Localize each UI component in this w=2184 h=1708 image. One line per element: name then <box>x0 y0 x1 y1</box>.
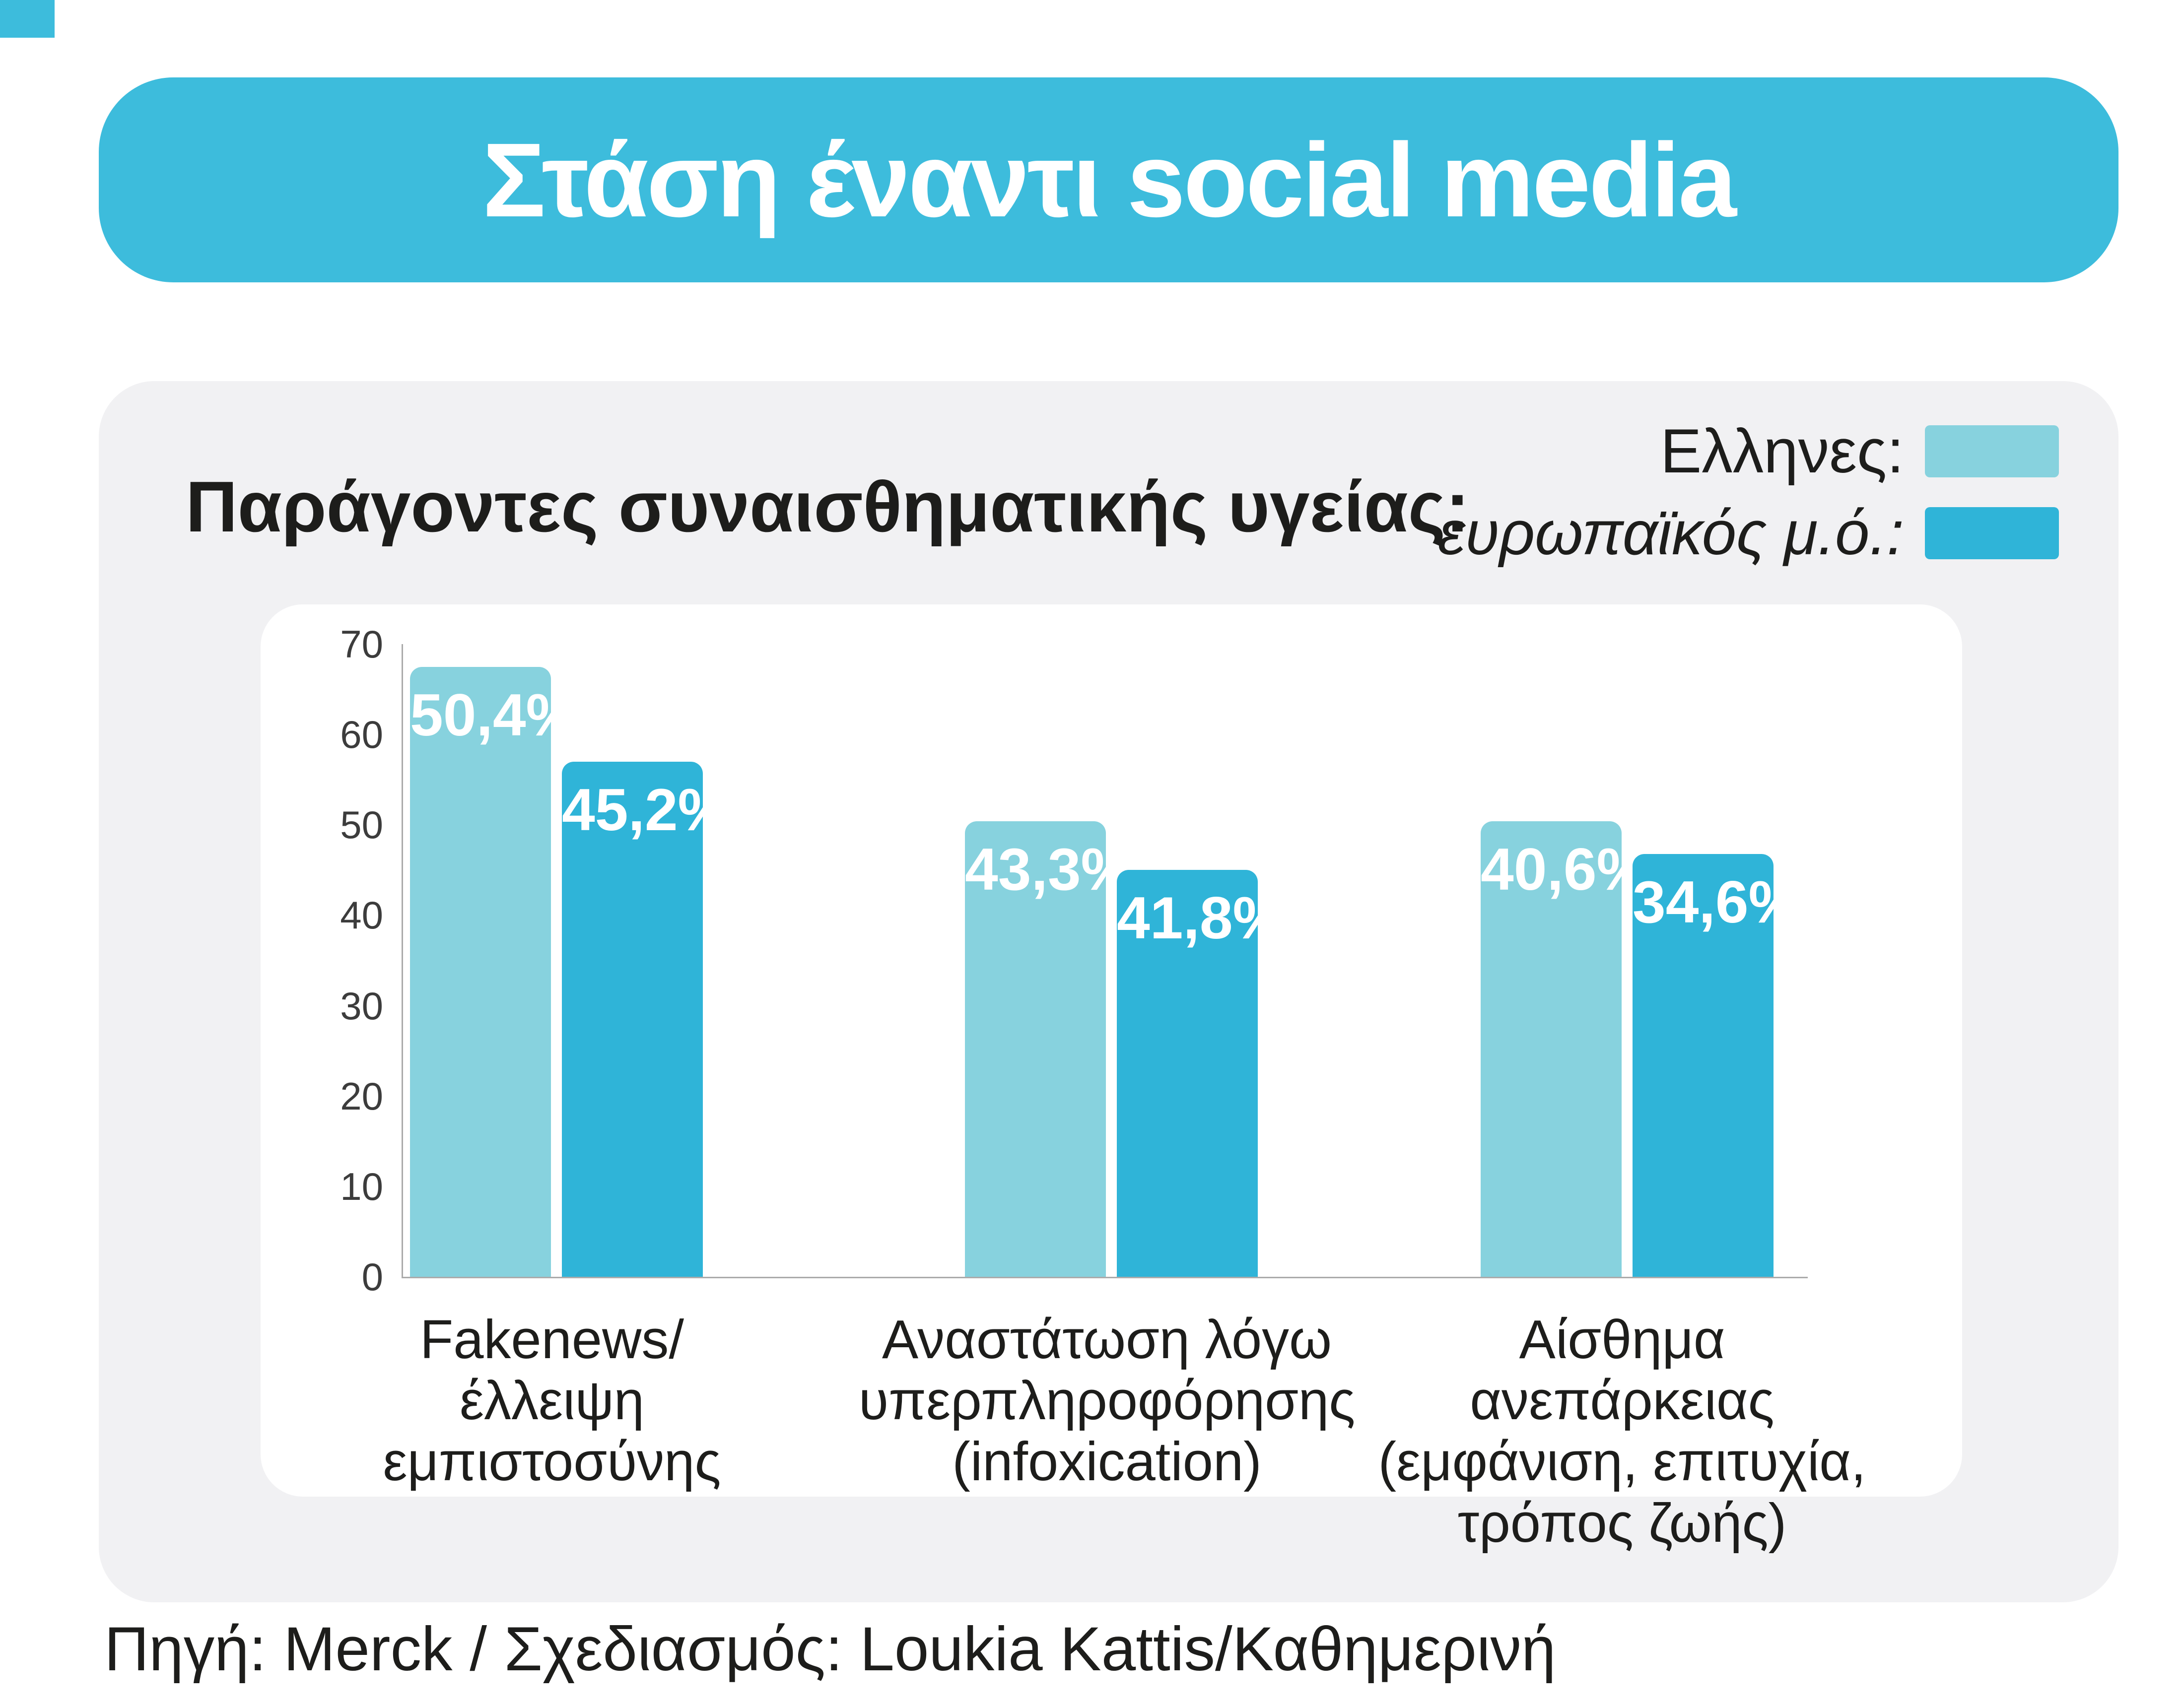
category-label-1: Fakenews/έλλειψη εμπιστοσύνης <box>383 1309 721 1493</box>
legend-swatch-eu-average <box>1925 507 2059 559</box>
bar-value-label: 50,4% <box>410 681 579 748</box>
legend-item-eu-average: ευρωπαϊκός μ.ό.: <box>1438 498 2059 569</box>
y-tick-label: 50 <box>340 803 383 847</box>
y-tick-label: 0 <box>361 1255 383 1299</box>
category-label-3: Αίσθημα ανεπάρκειας (εμφάνιση, επιτυχία, τ… <box>1378 1309 1866 1554</box>
bar-greeks-3: 40,6% <box>1481 821 1650 1277</box>
page-title: Στάση έναντι social media <box>482 121 1737 239</box>
chart-panel: 0 10 20 30 40 50 60 70 50,4% 43,3% 40,6% 45,2% 41,8%… <box>261 604 1962 1554</box>
title-banner: Στάση έναντι social media <box>99 77 2118 282</box>
legend: Ελληνες: ευρωπαϊκός μ.ό.: <box>1438 416 2059 569</box>
bar-greeks-2: 43,3% <box>965 821 1134 1277</box>
y-tick-label: 10 <box>340 1164 383 1208</box>
bar-value-label: 43,3% <box>965 836 1134 903</box>
chart-subtitle: Παράγοντες συναισθηματικής υγείας: <box>186 466 1470 547</box>
bar-value-label: 40,6% <box>1481 836 1650 903</box>
y-tick-label: 60 <box>340 713 383 757</box>
category-label-2: Αναστάτωση λόγω υπερπληροφόρησης (infoxica… <box>859 1309 1356 1493</box>
y-tick-label: 20 <box>340 1074 383 1118</box>
y-tick-label: 30 <box>340 984 383 1028</box>
bar-eu-average-3: 34,6% <box>1633 854 1802 1277</box>
legend-label-greeks: Ελληνες: <box>1660 417 1904 486</box>
y-tick-label: 70 <box>340 622 383 666</box>
plot-area: 0 10 20 30 40 50 60 70 50,4% 43,3% 40,6% 45,2% 41,8%… <box>340 622 1866 1554</box>
y-tick-label: 40 <box>340 893 383 937</box>
bar-value-label: 34,6% <box>1633 868 1802 935</box>
bar-value-label: 45,2% <box>562 776 731 843</box>
legend-label-eu-average: ευρωπαϊκός μ.ό.: <box>1437 499 1904 568</box>
legend-swatch-greeks <box>1925 425 2059 477</box>
bar-eu-average-1: 45,2% <box>562 761 731 1277</box>
bar-value-label: 41,8% <box>1117 885 1286 952</box>
source-credit: Πηγή: Merck / Σχεδιασμός: Loukia Kattis/… <box>104 1615 1556 1684</box>
legend-item-greeks: Ελληνες: <box>1438 416 2059 487</box>
bar-greeks-1: 50,4% <box>410 666 579 1277</box>
chart-card: Παράγοντες συναισθηματικής υγείας: Ελλην… <box>99 381 2118 1602</box>
bar-eu-average-2: 41,8% <box>1117 870 1286 1277</box>
corner-mark <box>0 0 55 38</box>
